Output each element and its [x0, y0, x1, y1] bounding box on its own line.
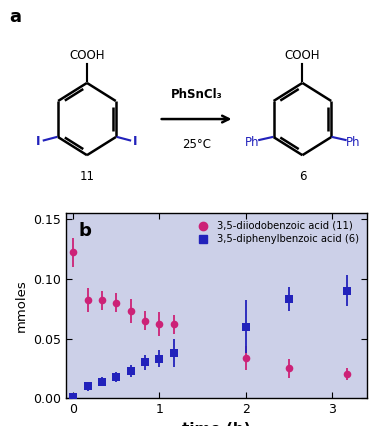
Text: a: a: [9, 8, 22, 26]
Text: 6: 6: [299, 170, 306, 182]
Text: I: I: [133, 135, 138, 148]
X-axis label: time (h): time (h): [182, 422, 251, 426]
Text: PhSnCl₃: PhSnCl₃: [171, 88, 222, 101]
Legend: 3,5-diiodobenzoic acid (11), 3,5-diphenylbenzoic acid (6): 3,5-diiodobenzoic acid (11), 3,5-dipheny…: [190, 218, 362, 248]
Text: 11: 11: [79, 170, 94, 182]
Text: 25°C: 25°C: [182, 138, 211, 150]
Text: b: b: [78, 222, 91, 240]
Text: I: I: [36, 135, 41, 148]
Text: COOH: COOH: [69, 49, 105, 62]
Text: Ph: Ph: [245, 136, 259, 149]
Text: COOH: COOH: [285, 49, 320, 62]
Text: Ph: Ph: [346, 136, 360, 149]
Y-axis label: mmoles: mmoles: [15, 279, 28, 332]
